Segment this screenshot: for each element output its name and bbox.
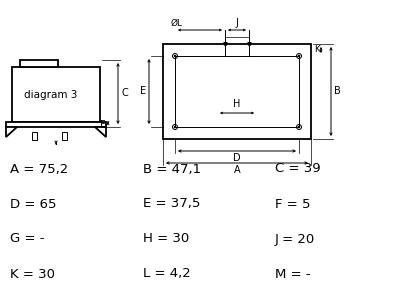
Text: M = -: M = -	[275, 267, 311, 281]
Bar	[163, 44, 311, 139]
Text: H: H	[233, 99, 241, 109]
Polygon shape	[95, 127, 106, 137]
Text: B: B	[334, 87, 341, 96]
Text: F: F	[100, 119, 106, 130]
Circle shape	[298, 55, 300, 56]
Text: J = 20: J = 20	[275, 232, 315, 246]
Bar	[6, 122, 106, 127]
Bar	[32, 132, 37, 140]
Text: A: A	[234, 165, 240, 175]
Circle shape	[298, 126, 300, 128]
Bar	[62, 132, 67, 140]
Bar	[20, 60, 58, 67]
Text: D: D	[233, 153, 241, 163]
Text: K: K	[314, 45, 320, 55]
Circle shape	[174, 126, 176, 128]
Text: B = 47,1: B = 47,1	[143, 162, 201, 176]
Circle shape	[174, 55, 176, 56]
Text: G = -: G = -	[10, 232, 44, 246]
Text: D = 65: D = 65	[10, 197, 56, 211]
Text: H = 30: H = 30	[143, 232, 189, 246]
Text: J: J	[236, 18, 238, 28]
Bar	[12, 67, 100, 122]
Text: ØL: ØL	[171, 19, 183, 28]
Bar	[175, 56, 299, 127]
Text: C = 39: C = 39	[275, 162, 321, 176]
Polygon shape	[6, 127, 17, 137]
Text: K = 30: K = 30	[10, 267, 55, 281]
Text: diagram 3: diagram 3	[24, 90, 78, 99]
Text: E = 37,5: E = 37,5	[143, 197, 200, 211]
Text: F = 5: F = 5	[275, 197, 310, 211]
Text: C: C	[121, 88, 128, 99]
Text: L = 4,2: L = 4,2	[143, 267, 191, 281]
Text: E: E	[140, 87, 146, 96]
Text: A = 75,2: A = 75,2	[10, 162, 68, 176]
